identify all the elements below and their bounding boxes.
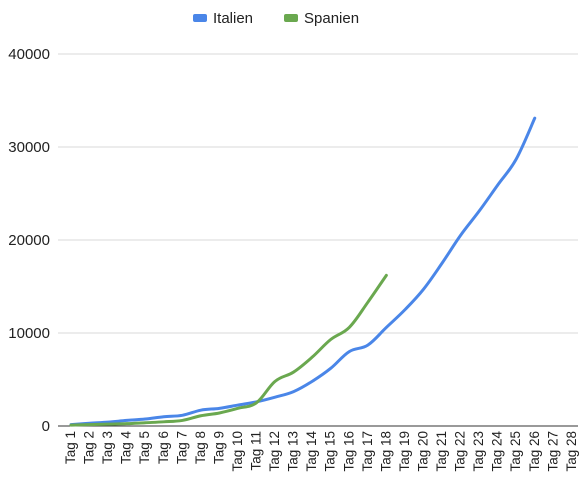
- x-tick-label: Tag 19: [397, 431, 412, 472]
- y-tick-label: 40000: [8, 46, 50, 63]
- y-axis-ticks: 0 10000 20000 30000 40000: [8, 46, 50, 435]
- x-tick-label: Tag 3: [100, 431, 115, 464]
- series-lines: [69, 116, 537, 427]
- legend: Italien Spanien: [193, 10, 359, 27]
- y-tick-label: 20000: [8, 232, 50, 249]
- x-tick-label: Tag 21: [434, 431, 449, 472]
- x-tick-label: Tag 13: [286, 431, 301, 472]
- legend-item-spanien: Spanien: [284, 10, 359, 27]
- x-tick-label: Tag 4: [119, 431, 134, 465]
- x-tick-label: Tag 20: [415, 431, 430, 472]
- x-tick-label: Tag 28: [564, 431, 579, 472]
- y-tick-label: 10000: [8, 325, 50, 342]
- series-line-italien: [69, 116, 537, 427]
- legend-label-spanien: Spanien: [304, 10, 359, 27]
- x-tick-label: Tag 17: [360, 431, 375, 472]
- legend-item-italien: Italien: [193, 10, 253, 27]
- legend-swatch-spanien: [284, 14, 298, 22]
- x-tick-label: Tag 9: [211, 431, 226, 464]
- x-tick-label: Tag 24: [490, 431, 505, 472]
- x-tick-label: Tag 7: [174, 431, 189, 464]
- x-tick-label: Tag 25: [508, 431, 523, 472]
- y-tick-label: 0: [42, 418, 50, 435]
- series-line-spanien: [69, 273, 388, 427]
- gridlines: [58, 53, 578, 427]
- x-tick-label: Tag 14: [304, 431, 319, 472]
- x-tick-label: Tag 8: [193, 431, 208, 464]
- x-tick-label: Tag 12: [267, 431, 282, 472]
- x-tick-label: Tag 1: [63, 431, 78, 464]
- x-tick-label: Tag 10: [230, 431, 245, 472]
- x-tick-label: Tag 23: [471, 431, 486, 472]
- x-tick-label: Tag 5: [137, 431, 152, 464]
- x-tick-label: Tag 6: [156, 431, 171, 464]
- x-tick-label: Tag 16: [341, 431, 356, 472]
- x-axis-ticks: Tag 1 Tag 2 Tag 3 Tag 4 Tag 5 Tag 6 Tag 7 Tag 8…: [63, 431, 579, 472]
- x-tick-label: Tag 27: [545, 431, 560, 472]
- x-tick-label: Tag 15: [323, 431, 338, 472]
- x-tick-label: Tag 22: [453, 431, 468, 472]
- legend-swatch-italien: [193, 14, 207, 22]
- legend-label-italien: Italien: [213, 10, 253, 27]
- y-tick-label: 30000: [8, 139, 50, 156]
- x-tick-label: Tag 2: [82, 431, 97, 464]
- x-tick-label: Tag 18: [378, 431, 393, 472]
- x-tick-label: Tag 26: [527, 431, 542, 472]
- x-tick-label: Tag 11: [249, 431, 264, 471]
